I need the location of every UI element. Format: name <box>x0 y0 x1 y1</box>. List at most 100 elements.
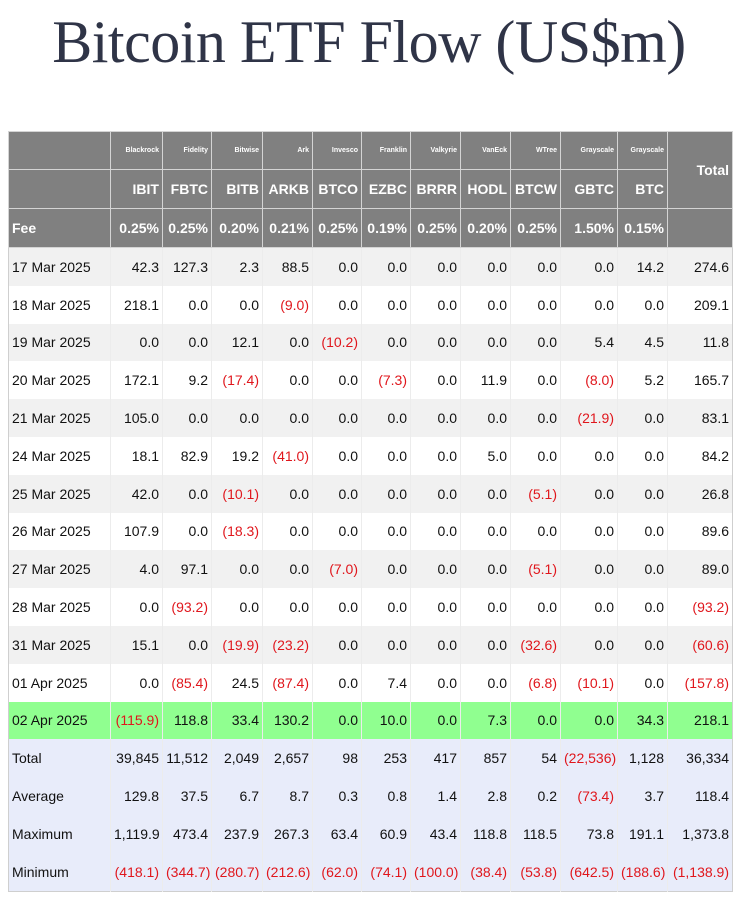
flow-value: 0.0 <box>162 512 212 551</box>
flow-value: 18.1 <box>110 436 163 475</box>
row-date: 17 Mar 2025 <box>8 247 111 286</box>
flow-value: (18.3) <box>211 512 263 551</box>
flow-value: (93.2) <box>162 588 212 626</box>
flow-value: 0.0 <box>162 285 212 324</box>
flow-value: (5.1) <box>510 474 561 513</box>
flow-value: 15.1 <box>110 625 163 664</box>
row-total: 89.0 <box>667 550 733 589</box>
flow-value: 0.0 <box>410 323 461 362</box>
flow-value: 0.0 <box>312 474 362 513</box>
issuer-name: Valkyrie <box>410 131 461 170</box>
flow-value: 0.0 <box>361 625 411 664</box>
flow-value: 0.0 <box>262 588 313 626</box>
row-date: 21 Mar 2025 <box>8 399 111 437</box>
ticker-symbol: FBTC <box>162 169 212 209</box>
row-date: 25 Mar 2025 <box>8 474 111 513</box>
flow-value: 0.0 <box>211 550 263 589</box>
flow-value: 0.0 <box>410 474 461 513</box>
flow-value: 0.0 <box>110 323 163 362</box>
stat-value: (53.8) <box>510 852 561 892</box>
fee-value: 0.15% <box>617 208 668 248</box>
stat-label: Minimum <box>8 852 111 892</box>
stat-value: 473.4 <box>162 814 212 853</box>
flow-value: 0.0 <box>361 512 411 551</box>
flow-value: 0.0 <box>510 436 561 475</box>
flow-value: 0.0 <box>460 323 511 362</box>
flow-value: 0.0 <box>617 512 668 551</box>
fee-value: 1.50% <box>560 208 618 248</box>
fee-value: 0.20% <box>460 208 511 248</box>
table-body: 17 Mar 2025 42.3 127.3 2.3 88.5 0.0 0.0 0.0 0.0 0… <box>8 247 733 892</box>
flow-value: 42.0 <box>110 474 163 513</box>
flow-value: 0.0 <box>361 399 411 437</box>
stat-value: (188.6) <box>617 852 668 892</box>
issuer-name: WTree <box>510 131 561 170</box>
flow-value: (17.4) <box>211 361 263 400</box>
flow-value: 0.0 <box>262 399 313 437</box>
flow-value: 0.0 <box>410 701 461 740</box>
table-row: 17 Mar 2025 42.3 127.3 2.3 88.5 0.0 0.0 0.0 0.0 0… <box>8 247 733 286</box>
flow-value: 130.2 <box>262 701 313 740</box>
stat-label: Maximum <box>8 814 111 853</box>
flow-value: 0.0 <box>510 323 561 362</box>
flow-value: 0.0 <box>617 474 668 513</box>
flow-value: 0.0 <box>510 399 561 437</box>
flow-value: 0.0 <box>312 588 362 626</box>
flow-value: 12.1 <box>211 323 263 362</box>
row-date: 26 Mar 2025 <box>8 512 111 551</box>
row-date: 24 Mar 2025 <box>8 436 111 475</box>
flow-value: 0.0 <box>460 625 511 664</box>
issuer-name: Fidelity <box>162 131 212 170</box>
flow-value: 88.5 <box>262 247 313 286</box>
flow-value: 19.2 <box>211 436 263 475</box>
flow-value: 11.9 <box>460 361 511 400</box>
flow-value: 0.0 <box>460 512 511 551</box>
stat-value: 8.7 <box>262 777 313 815</box>
flow-value: (115.9) <box>110 701 163 740</box>
flow-value: 0.0 <box>410 663 461 702</box>
flow-value: 7.4 <box>361 663 411 702</box>
flow-value: 0.0 <box>410 588 461 626</box>
page-title: Bitcoin ETF Flow (US$m) <box>52 9 686 75</box>
stat-value: 118.8 <box>460 814 511 853</box>
stat-value: 43.4 <box>410 814 461 853</box>
stat-value: 857 <box>460 739 511 778</box>
flow-value: 0.0 <box>211 588 263 626</box>
flow-value: 0.0 <box>510 588 561 626</box>
header-blank-cell <box>667 208 733 248</box>
flow-value: 9.2 <box>162 361 212 400</box>
row-date: 20 Mar 2025 <box>8 361 111 400</box>
table-row: 25 Mar 2025 42.0 0.0 (10.1) 0.0 0.0 0.0 0.0 0.0(… <box>8 474 733 513</box>
flow-value: 0.0 <box>560 512 618 551</box>
flow-value: 0.0 <box>262 550 313 589</box>
flow-value: (19.9) <box>211 625 263 664</box>
flow-value: 0.0 <box>460 399 511 437</box>
flow-value: 0.0 <box>262 512 313 551</box>
stat-value: 11,512 <box>162 739 212 778</box>
ticker-symbol: BTCO <box>312 169 362 209</box>
flow-value: 0.0 <box>410 247 461 286</box>
fee-value: 0.21% <box>262 208 313 248</box>
row-date: 02 Apr 2025 <box>8 701 111 740</box>
stat-row-maximum: Maximum 1,119.9 473.4 237.9 267.3 63.4 60.9 43.… <box>8 814 733 853</box>
stat-value: (62.0) <box>312 852 362 892</box>
flow-value: 0.0 <box>510 247 561 286</box>
table-row: 18 Mar 2025 218.1 0.0 0.0 (9.0) 0.0 0.0 0.0 0.0 0… <box>8 285 733 324</box>
flow-value: 24.5 <box>211 663 263 702</box>
flow-value: 0.0 <box>510 361 561 400</box>
flow-value: (7.0) <box>312 550 362 589</box>
flow-value: 33.4 <box>211 701 263 740</box>
stat-value: 63.4 <box>312 814 362 853</box>
row-date: 28 Mar 2025 <box>8 588 111 626</box>
flow-value: 0.0 <box>460 588 511 626</box>
flow-value: 0.0 <box>560 474 618 513</box>
flow-value: 34.3 <box>617 701 668 740</box>
row-date: 01 Apr 2025 <box>8 663 111 702</box>
stat-value: 2.8 <box>460 777 511 815</box>
stat-value: 417 <box>410 739 461 778</box>
issuer-header-row: Blackrock Fidelity Bitwise Ark Invesco Frankl… <box>8 131 733 209</box>
fee-value: 0.25% <box>110 208 163 248</box>
stat-value: 0.8 <box>361 777 411 815</box>
fee-value: 0.20% <box>211 208 263 248</box>
table-header: Blackrock Fidelity Bitwise Ark Invesco Frankl… <box>8 131 733 248</box>
